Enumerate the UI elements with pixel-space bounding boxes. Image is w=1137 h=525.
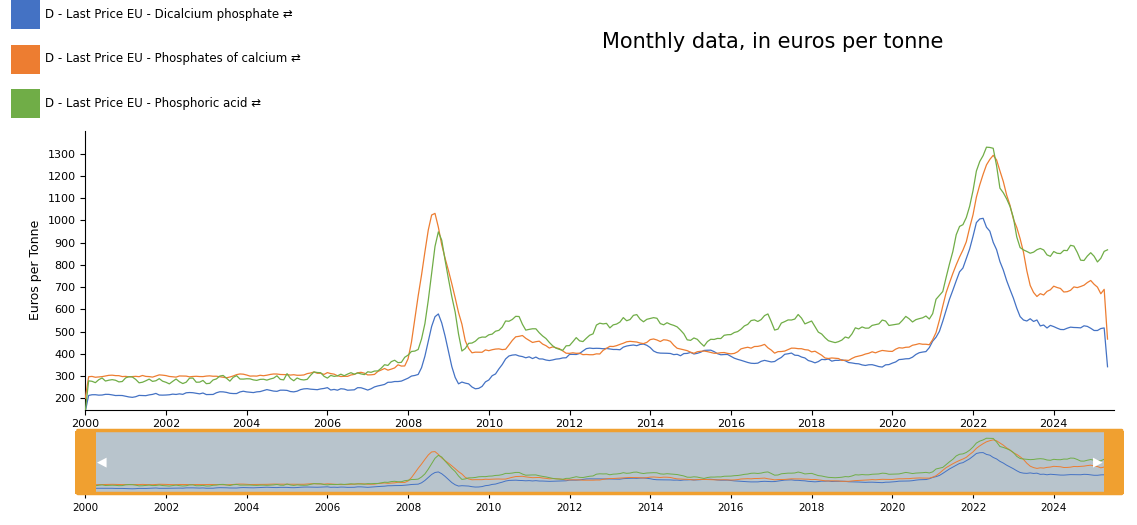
Text: ▶: ▶	[1094, 456, 1103, 468]
Y-axis label: Euros per Tonne: Euros per Tonne	[28, 220, 42, 320]
Text: D - Last Price EU - Phosphoric acid ⇄: D - Last Price EU - Phosphoric acid ⇄	[45, 97, 262, 110]
Text: Monthly data, in euros per tonne: Monthly data, in euros per tonne	[603, 32, 944, 51]
Text: D - Last Price EU - Phosphates of calcium ⇄: D - Last Price EU - Phosphates of calciu…	[45, 52, 301, 65]
Text: ◀: ◀	[97, 456, 106, 468]
Text: D - Last Price EU - Dicalcium phosphate ⇄: D - Last Price EU - Dicalcium phosphate …	[45, 8, 293, 20]
